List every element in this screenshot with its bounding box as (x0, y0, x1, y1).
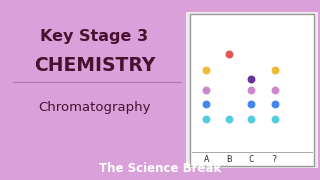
Bar (190, 14, 314, 166)
Text: A: A (204, 155, 209, 164)
Point (204, 69, 209, 72)
Point (272, 69, 277, 72)
Point (249, 103, 254, 106)
Point (272, 103, 277, 106)
Point (204, 117, 209, 120)
Bar (186, 12, 318, 168)
Text: C: C (249, 155, 254, 164)
Text: Chromatography: Chromatography (38, 102, 151, 114)
Point (249, 89, 254, 91)
Point (204, 103, 209, 106)
Point (226, 53, 231, 55)
Point (249, 117, 254, 120)
Text: The Science Break: The Science Break (99, 162, 221, 175)
Text: Key Stage 3: Key Stage 3 (40, 28, 148, 44)
Point (226, 117, 231, 120)
Text: B: B (226, 155, 231, 164)
Point (249, 78, 254, 81)
Text: CHEMISTRY: CHEMISTRY (34, 56, 155, 75)
Point (204, 89, 209, 91)
Point (272, 117, 277, 120)
Point (272, 89, 277, 91)
Text: ?: ? (272, 155, 277, 164)
